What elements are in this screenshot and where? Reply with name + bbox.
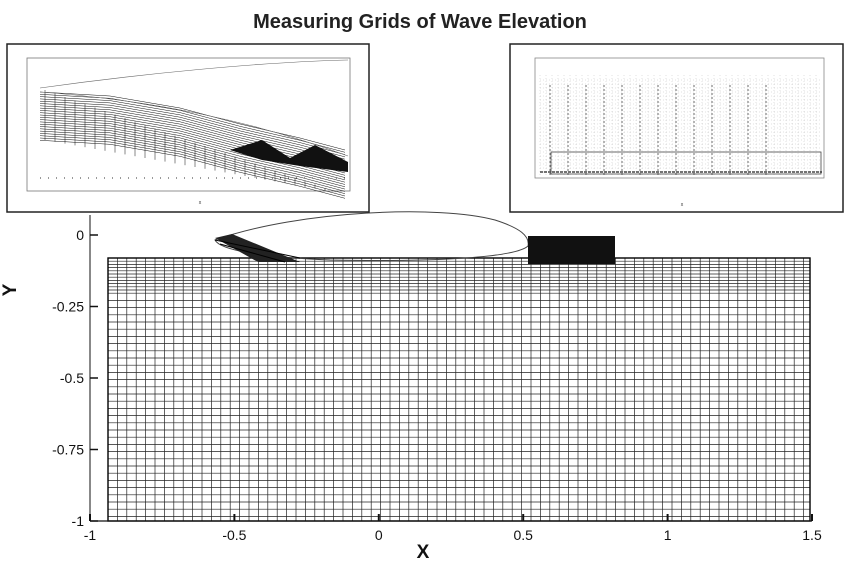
inset-left-axis-label: x xyxy=(199,200,202,206)
inset-right: x xyxy=(509,43,844,213)
y-tick-label: 0 xyxy=(76,227,84,243)
y-tick-label: -0.25 xyxy=(52,299,84,315)
inset-left-mesh xyxy=(39,59,349,199)
stern-dense-grid xyxy=(528,236,615,264)
inset-left: x xyxy=(6,43,370,213)
x-tick-label: 0 xyxy=(375,527,383,543)
inset-right-axis-label: x xyxy=(681,202,684,208)
main-plot: -1 -0.5 0 0.5 1 1.5 0 -0.25 -0.5 -0.75 -1 X Y xyxy=(0,211,822,563)
x-tick-label: 1 xyxy=(664,527,672,543)
x-tick-label: -1 xyxy=(84,527,97,543)
x-tick-label: 0.5 xyxy=(513,527,533,543)
x-tick-label: -0.5 xyxy=(222,527,246,543)
inset-right-mesh xyxy=(539,75,822,175)
bow-dense-grid xyxy=(214,234,301,263)
y-tick-label: -0.75 xyxy=(52,442,84,458)
measuring-grid-mesh xyxy=(107,257,811,522)
figure-title: Measuring Grids of Wave Elevation xyxy=(253,11,587,33)
x-tick-label: 1.5 xyxy=(802,527,822,543)
y-axis-label: Y xyxy=(0,283,21,296)
x-axis-label: X xyxy=(417,542,430,563)
y-tick-label: -0.5 xyxy=(60,370,84,386)
y-tick-label: -1 xyxy=(72,513,85,529)
